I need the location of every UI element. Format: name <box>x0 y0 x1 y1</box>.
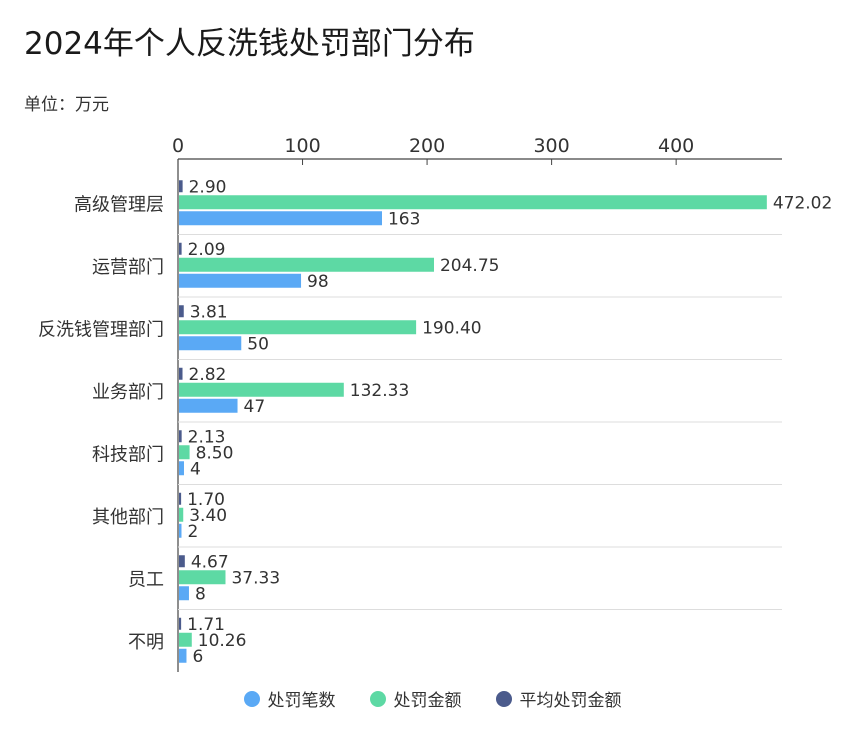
bar-average <box>179 430 182 443</box>
legend-label-count: 处罚笔数 <box>267 691 336 711</box>
category-label: 其他部门 <box>92 507 164 528</box>
data-label: 2.90 <box>189 177 227 197</box>
category-label: 运营部门 <box>92 257 164 278</box>
data-label: 98 <box>307 272 329 292</box>
category-label: 员工 <box>128 569 164 590</box>
data-label: 6 <box>192 647 203 667</box>
bar-amount <box>179 382 344 397</box>
category-label: 高级管理层 <box>74 194 164 215</box>
legend-label-average: 平均处罚金额 <box>519 691 622 711</box>
data-label: 3.40 <box>189 506 227 526</box>
category-label: 不明 <box>128 632 164 653</box>
bar-count <box>179 586 189 601</box>
bar-amount <box>179 257 434 272</box>
bar-amount <box>179 570 226 585</box>
data-label: 1.71 <box>187 615 225 635</box>
legend-item-amount[interactable]: 处罚金额 <box>369 686 462 711</box>
data-label: 4 <box>190 459 201 479</box>
bar-count <box>179 398 238 413</box>
data-label: 3.81 <box>190 302 228 322</box>
data-label: 4.67 <box>191 552 229 572</box>
data-label: 204.75 <box>440 256 499 276</box>
category-label: 反洗钱管理部门 <box>38 319 164 340</box>
data-label: 8.50 <box>196 443 234 463</box>
chart-unit: 单位：万元 <box>24 95 109 115</box>
x-tick-label: 0 <box>172 135 184 157</box>
chart-legend: 处罚笔数 处罚金额 平均处罚金额 <box>0 686 865 711</box>
bar-count <box>179 461 184 476</box>
data-label: 2.13 <box>188 427 226 447</box>
data-label: 163 <box>388 209 420 229</box>
bar-average <box>179 305 184 318</box>
data-label: 47 <box>244 397 266 417</box>
bar-amount <box>179 195 767 210</box>
legend-label-amount: 处罚金额 <box>393 691 462 711</box>
bar-count <box>179 273 302 288</box>
data-label: 132.33 <box>350 381 409 401</box>
category-label: 科技部门 <box>92 444 164 465</box>
data-label: 190.40 <box>422 318 481 338</box>
bar-amount <box>179 320 417 335</box>
data-label: 50 <box>247 334 269 354</box>
data-label: 472.02 <box>773 193 832 213</box>
data-label: 2.82 <box>189 365 227 385</box>
bar-average <box>179 492 182 505</box>
data-label: 8 <box>195 584 206 604</box>
bar-average <box>179 617 182 630</box>
legend-item-count[interactable]: 处罚笔数 <box>243 686 336 711</box>
legend-item-average[interactable]: 平均处罚金额 <box>495 686 622 711</box>
data-label: 1.70 <box>187 490 225 510</box>
bar-count <box>179 211 382 226</box>
bar-average <box>179 367 183 380</box>
bar-amount <box>179 445 190 460</box>
data-label: 2.09 <box>188 240 226 260</box>
bar-count <box>179 523 182 538</box>
bar-average <box>179 555 185 568</box>
legend-marker-amount <box>369 690 386 707</box>
bar-count <box>179 648 187 663</box>
legend-marker-average <box>495 690 512 707</box>
data-label: 10.26 <box>198 631 247 651</box>
bar-average <box>179 242 182 255</box>
bar-amount <box>179 632 192 647</box>
x-tick-label: 100 <box>284 135 320 157</box>
x-tick-label: 300 <box>533 135 569 157</box>
category-label: 业务部门 <box>92 382 164 403</box>
bar-amount <box>179 507 184 522</box>
bar-average <box>179 180 183 193</box>
x-tick-label: 200 <box>409 135 445 157</box>
x-tick-label: 400 <box>658 135 694 157</box>
data-label: 2 <box>187 522 198 542</box>
data-label: 37.33 <box>231 568 280 588</box>
bar-count <box>179 336 242 351</box>
chart-title: 2024年个人反洗钱处罚部门分布 <box>24 26 475 62</box>
legend-marker-count <box>243 690 260 707</box>
